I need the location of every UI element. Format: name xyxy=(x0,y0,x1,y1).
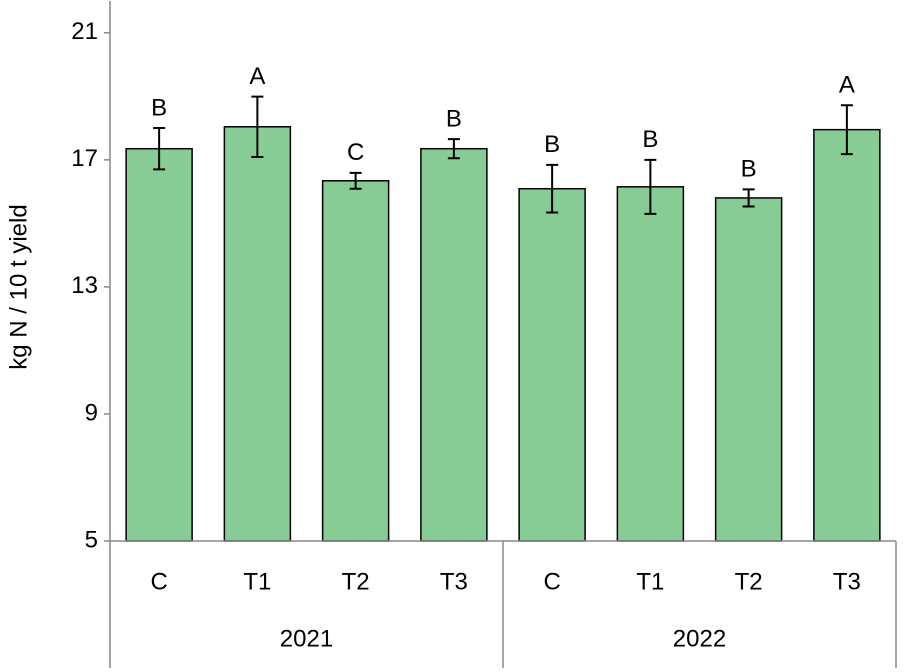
bar xyxy=(223,126,292,542)
y-tick-label: 13 xyxy=(71,272,98,299)
error-bar xyxy=(840,104,853,156)
y-tick-label: 9 xyxy=(85,399,98,426)
bar xyxy=(616,186,685,542)
y-axis-label: kg N / 10 t yield xyxy=(5,204,32,369)
bar xyxy=(321,180,390,542)
error-bar xyxy=(349,171,362,190)
error-bar xyxy=(153,127,166,171)
x-tick-label: T2 xyxy=(342,568,370,595)
significance-letter: B xyxy=(544,131,560,158)
significance-letter: B xyxy=(642,126,658,153)
bar xyxy=(420,147,488,542)
error-bar xyxy=(251,95,264,158)
error-bar xyxy=(644,158,657,215)
x-tick-label: T1 xyxy=(243,568,271,595)
x-tick-label: T1 xyxy=(636,568,664,595)
group-label: 2022 xyxy=(673,625,726,652)
x-tick-label: C xyxy=(543,568,560,595)
y-tick-label: 5 xyxy=(85,526,98,553)
bar xyxy=(125,147,193,542)
significance-letter: B xyxy=(741,156,757,183)
y-tick-label: 21 xyxy=(71,18,98,45)
group-label: 2021 xyxy=(280,625,333,652)
significance-letter: C xyxy=(347,139,364,166)
significance-letter: B xyxy=(446,106,462,133)
x-tick-label: T2 xyxy=(735,568,763,595)
significance-letter: A xyxy=(839,72,855,99)
error-bar xyxy=(447,138,460,160)
error-bar xyxy=(742,188,755,208)
significance-letter: B xyxy=(151,94,167,121)
x-tick-label: T3 xyxy=(440,568,468,595)
y-tick-label: 17 xyxy=(71,145,98,172)
error-bar xyxy=(546,163,559,214)
x-tick-label: T3 xyxy=(833,568,861,595)
bar xyxy=(714,197,783,542)
significance-letter: A xyxy=(249,63,265,90)
x-tick-label: C xyxy=(150,568,167,595)
bar xyxy=(813,128,881,542)
bar xyxy=(518,187,586,542)
